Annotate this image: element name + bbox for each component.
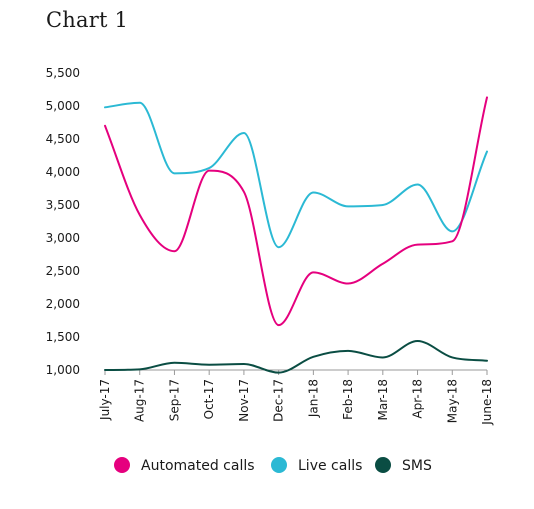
x-tick-label: Aug-17 — [133, 379, 147, 422]
legend-label-sms: SMS — [402, 458, 432, 474]
x-tick-label: Nov-17 — [237, 379, 251, 422]
legend-marker-live-calls — [271, 457, 287, 473]
y-tick-label: 3,500 — [46, 198, 80, 212]
series-lines — [104, 96, 488, 374]
x-tick-label: Oct-17 — [202, 379, 216, 419]
y-tick-label: 2,000 — [46, 297, 80, 311]
x-tick-label: Sep-17 — [167, 379, 181, 421]
y-tick-label: 4,000 — [46, 165, 80, 179]
x-tick-label: June-18 — [480, 379, 494, 426]
y-axis: 1,000 1,500 2,000 2,500 3,000 3,500 4,000 4,500… — [46, 66, 80, 377]
y-tick-label: 2,500 — [46, 264, 80, 278]
y-tick-label: 3,000 — [46, 231, 80, 245]
y-tick-label: 4,500 — [46, 132, 80, 146]
series-line-automated-calls — [104, 96, 488, 327]
legend-label-automated-calls: Automated calls — [141, 458, 255, 474]
legend-label-live-calls: Live calls — [298, 458, 362, 474]
series-line-live-calls — [104, 101, 488, 249]
y-tick-label: 1,500 — [46, 330, 80, 344]
y-tick-label: 1,000 — [46, 363, 80, 377]
legend: Automated calls Live calls SMS — [114, 457, 432, 474]
x-tick-label: Dec-17 — [272, 379, 286, 422]
x-tick-label: Feb-18 — [341, 379, 355, 420]
y-tick-label: 5,500 — [46, 66, 80, 80]
series-line-sms — [104, 339, 488, 374]
y-tick-label: 5,000 — [46, 99, 80, 113]
x-tick-label: Apr-18 — [411, 379, 425, 419]
x-tick-label: Mar-18 — [376, 379, 390, 420]
x-tick-label: May-18 — [445, 379, 459, 423]
x-axis: July-17 Aug-17 Sep-17 Oct-17 Nov-17 Dec-17 Jan… — [98, 369, 494, 426]
x-tick-label: July-17 — [98, 379, 112, 421]
legend-marker-automated-calls — [114, 457, 130, 473]
chart-title: Chart 1 — [46, 8, 129, 32]
legend-marker-sms — [375, 457, 391, 473]
x-tick-label: Jan-18 — [306, 379, 320, 418]
